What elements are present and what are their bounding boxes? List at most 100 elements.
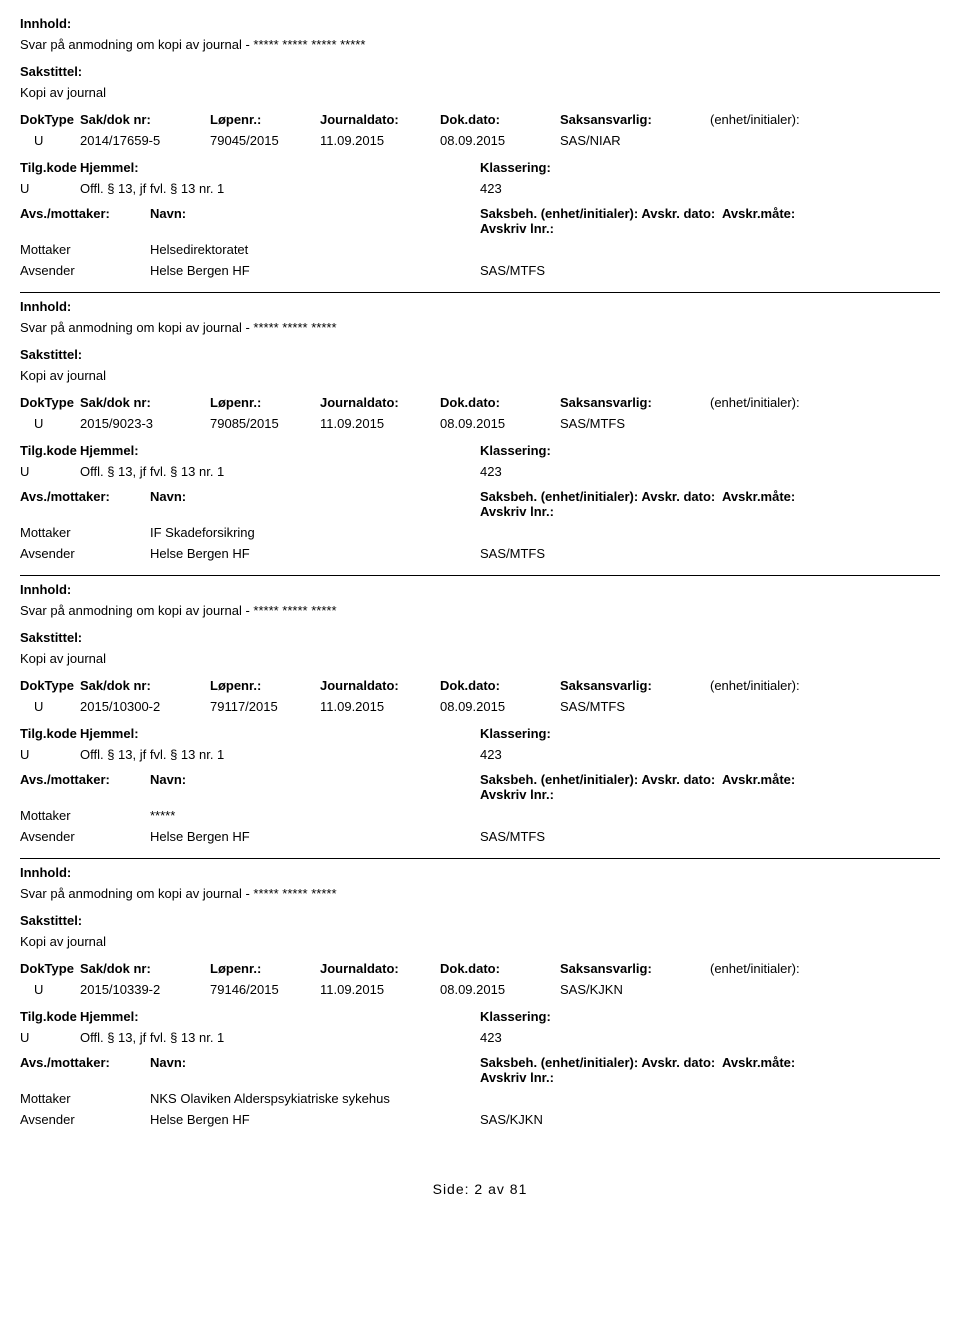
saksbeh-header: Saksbeh. (enhet/initialer): Avskr. dato:…: [480, 1055, 820, 1085]
tilgkode-label: Tilg.kode: [20, 1009, 80, 1024]
sakstittel-label: Sakstittel:: [20, 347, 940, 362]
page-footer: Side: 2 av 81: [20, 1181, 940, 1197]
party-saksbeh: SAS/MTFS: [480, 263, 600, 278]
party-role: Avsender: [20, 546, 150, 561]
party-role: Avsender: [20, 1112, 150, 1127]
sakdok-label: Sak/dok nr:: [80, 395, 210, 410]
journaldato-label: Journaldato:: [320, 678, 440, 693]
party-name: NKS Olaviken Alderspsykiatriske sykehus: [150, 1091, 480, 1106]
journal-record: Innhold:Svar på anmodning om kopi av jou…: [20, 865, 940, 1141]
party-saksbeh: SAS/MTFS: [480, 546, 600, 561]
tilgkode-label: Tilg.kode: [20, 160, 80, 175]
party-saksbeh: [480, 242, 600, 257]
doktype-label: DokType: [20, 961, 80, 976]
klassering-value: 423: [480, 1030, 680, 1045]
innhold-value: Svar på anmodning om kopi av journal - *…: [20, 603, 940, 618]
avsmottaker-label: Avs./mottaker:: [20, 206, 150, 236]
footer-page: 2: [474, 1181, 483, 1197]
journal-record: Innhold: Svar på anmodning om kopi av jou…: [20, 582, 940, 859]
lopenr-label: Løpenr.:: [210, 678, 320, 693]
lopenr-value: 79146/2015: [210, 982, 320, 997]
sakstittel-value: Kopi av journal: [20, 85, 940, 100]
journal-record: Innhold:Svar på anmodning om kopi av jou…: [20, 299, 940, 576]
hjemmel-label: Hjemmel:: [80, 1009, 480, 1024]
dokdato-label: Dok.dato:: [440, 678, 560, 693]
journaldato-value: 11.09.2015: [320, 133, 440, 148]
journaldato-label: Journaldato:: [320, 961, 440, 976]
footer-of: av: [488, 1181, 505, 1197]
innhold-label: Innhold:: [20, 582, 940, 597]
lopenr-label: Løpenr.:: [210, 395, 320, 410]
saksbeh-header: Saksbeh. (enhet/initialer): Avskr. dato:…: [480, 489, 820, 519]
hjemmel-value: Offl. § 13, jf fvl. § 13 nr. 1: [80, 181, 480, 196]
journaldato-value: 11.09.2015: [320, 699, 440, 714]
innhold-value: Svar på anmodning om kopi av journal - *…: [20, 37, 940, 52]
sakdok-value: 2014/17659-5: [80, 133, 210, 148]
dokdato-value: 08.09.2015: [440, 416, 560, 431]
party-row: AvsenderHelse Bergen HFSAS/MTFS: [20, 263, 940, 278]
enhet-label: (enhet/initialer):: [710, 961, 860, 976]
saksansvarlig-label: Saksansvarlig:: [560, 961, 710, 976]
doktype-label: DokType: [20, 678, 80, 693]
hjemmel-value: Offl. § 13, jf fvl. § 13 nr. 1: [80, 1030, 480, 1045]
party-name: Helsedirektoratet: [150, 242, 480, 257]
party-name: Helse Bergen HF: [150, 829, 480, 844]
saksansvarlig-label: Saksansvarlig:: [560, 395, 710, 410]
footer-total: 81: [510, 1181, 528, 1197]
doktype-value: U: [20, 416, 80, 431]
dokdato-value: 08.09.2015: [440, 699, 560, 714]
doktype-value: U: [20, 699, 80, 714]
journaldato-value: 11.09.2015: [320, 416, 440, 431]
sakstittel-value: Kopi av journal: [20, 651, 940, 666]
party-row: AvsenderHelse Bergen HFSAS/KJKN: [20, 1112, 940, 1127]
doktype-value: U: [20, 982, 80, 997]
sakdok-value: 2015/10339-2: [80, 982, 210, 997]
sakdok-label: Sak/dok nr:: [80, 678, 210, 693]
avsmottaker-label: Avs./mottaker:: [20, 1055, 150, 1085]
klassering-value: 423: [480, 181, 680, 196]
party-row: AvsenderHelse Bergen HFSAS/MTFS: [20, 829, 940, 844]
hjemmel-label: Hjemmel:: [80, 726, 480, 741]
hjemmel-label: Hjemmel:: [80, 160, 480, 175]
journaldato-label: Journaldato:: [320, 112, 440, 127]
sakdok-value: 2015/9023-3: [80, 416, 210, 431]
navn-label: Navn:: [150, 489, 480, 519]
saksansvarlig-value: SAS/MTFS: [560, 699, 710, 714]
lopenr-value: 79045/2015: [210, 133, 320, 148]
footer-prefix: Side:: [433, 1181, 470, 1197]
journaldato-label: Journaldato:: [320, 395, 440, 410]
sakdok-label: Sak/dok nr:: [80, 112, 210, 127]
sakstittel-label: Sakstittel:: [20, 630, 940, 645]
party-role: Mottaker: [20, 525, 150, 540]
saksbeh-header: Saksbeh. (enhet/initialer): Avskr. dato:…: [480, 206, 820, 236]
saksansvarlig-value: SAS/KJKN: [560, 982, 710, 997]
klassering-value: 423: [480, 747, 680, 762]
tilgkode-value: U: [20, 747, 80, 762]
lopenr-label: Løpenr.:: [210, 112, 320, 127]
hjemmel-label: Hjemmel:: [80, 443, 480, 458]
journal-record: Innhold: Svar på anmodning om kopi av jou…: [20, 16, 940, 293]
party-saksbeh: [480, 525, 600, 540]
tilgkode-value: U: [20, 181, 80, 196]
dokdato-label: Dok.dato:: [440, 961, 560, 976]
enhet-label: (enhet/initialer):: [710, 678, 860, 693]
party-name: Helse Bergen HF: [150, 546, 480, 561]
klassering-label: Klassering:: [480, 1009, 680, 1024]
klassering-value: 423: [480, 464, 680, 479]
tilgkode-label: Tilg.kode: [20, 443, 80, 458]
party-role: Mottaker: [20, 1091, 150, 1106]
innhold-value: Svar på anmodning om kopi av journal - *…: [20, 886, 940, 901]
tilgkode-value: U: [20, 464, 80, 479]
tilgkode-label: Tilg.kode: [20, 726, 80, 741]
enhet-label: (enhet/initialer):: [710, 395, 860, 410]
navn-label: Navn:: [150, 772, 480, 802]
doktype-label: DokType: [20, 395, 80, 410]
lopenr-label: Løpenr.:: [210, 961, 320, 976]
sakstittel-label: Sakstittel:: [20, 64, 940, 79]
party-role: Avsender: [20, 829, 150, 844]
hjemmel-value: Offl. § 13, jf fvl. § 13 nr. 1: [80, 747, 480, 762]
sakdok-label: Sak/dok nr:: [80, 961, 210, 976]
klassering-label: Klassering:: [480, 443, 680, 458]
saksansvarlig-value: SAS/NIAR: [560, 133, 710, 148]
innhold-label: Innhold:: [20, 16, 940, 31]
